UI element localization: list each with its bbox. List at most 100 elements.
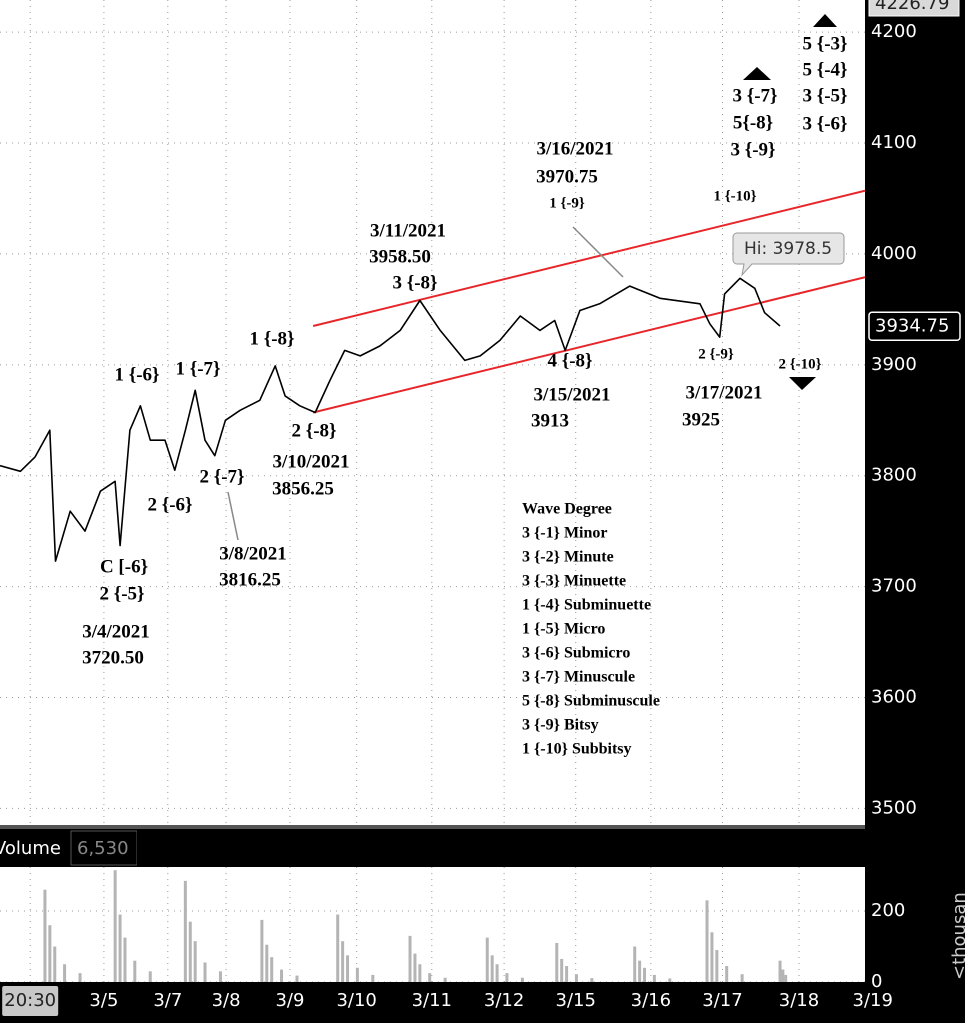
wave-label: 2 {-5} (99, 583, 144, 604)
legend-item: 3 {-3} Minuette (522, 573, 626, 590)
wave-label: C [-6} (100, 556, 148, 577)
y-tick-label: 0 (871, 971, 882, 992)
y-tick-label: 4200 (871, 21, 917, 42)
volume-bar (188, 921, 192, 982)
trendline (312, 276, 865, 414)
legend-item: 3 {-9} Bitsy (522, 717, 599, 734)
connector (227, 491, 239, 541)
volume-bar (183, 880, 187, 982)
volume-header (0, 829, 965, 867)
wave-label: 5 {-4} (802, 59, 847, 80)
x-tick-label: 3/5 (89, 990, 118, 1011)
y-tick-label: 4000 (871, 243, 917, 264)
wave-label: 3925 (682, 409, 720, 430)
legend-item: 3 {-7} Minuscule (522, 669, 635, 686)
wave-label: 2 {-8} (291, 420, 336, 441)
y-tick-label: 3900 (871, 354, 917, 375)
up-arrow (813, 14, 837, 27)
x-tick-label: 3/12 (484, 990, 524, 1011)
wave-label: 3913 (531, 410, 569, 431)
y-tick-label: 200 (871, 900, 905, 921)
x-tick-label: 3/17 (702, 990, 742, 1011)
volume-bar (590, 978, 594, 982)
volume-bar (371, 974, 375, 982)
volume-bar (346, 955, 350, 982)
volume-bar (408, 935, 412, 982)
wave-label: 3 {-9} (730, 139, 775, 160)
wave-label: 2 {-6} (147, 494, 192, 515)
x-tick-label: 3/9 (275, 990, 304, 1011)
volume-bar (652, 974, 656, 982)
y-tick-label: 4100 (871, 132, 917, 153)
up-arrow (743, 67, 771, 80)
hi-label: Hi: 3978.5 (744, 239, 832, 259)
wave-label: 4 {-8} (547, 350, 592, 371)
top-price-box (868, 0, 960, 17)
wave-label: 3/11/2021 (370, 220, 446, 241)
volume-bar (495, 964, 499, 982)
volume-bar (668, 978, 672, 982)
wave-label: 2 {-7} (199, 466, 244, 487)
wave-label: 3720.50 (82, 647, 144, 668)
volume-bar (148, 971, 152, 982)
volume-bar (638, 960, 642, 982)
price-pane (0, 0, 865, 825)
wave-label: 3 {-7} (732, 85, 777, 106)
volume-bar (555, 942, 559, 982)
wave-label: 3/17/2021 (685, 382, 762, 403)
price-axis-strip (865, 0, 965, 1023)
x-tick-label: 3/19 (853, 990, 893, 1011)
volume-bar (428, 973, 432, 982)
wave-label: 3/10/2021 (272, 451, 349, 472)
legend-item: 1 {-4} Subminuette (522, 597, 651, 614)
wave-label: 3 {-5} (802, 85, 847, 106)
wave-label: 2 {-9} (698, 346, 734, 362)
legend: Wave Degree 3 {-1} Minor 3 {-2} Minute 3 {… (522, 501, 660, 758)
wave-label: 3/8/2021 (219, 543, 287, 564)
volume-bar (118, 914, 122, 982)
x-tick-label: 3/11 (412, 990, 452, 1011)
volume-bar (43, 889, 47, 982)
volume-bar (265, 944, 269, 982)
volume-bar (560, 958, 564, 982)
down-arrow (789, 377, 816, 390)
x-tick-label: 20:30 (4, 990, 56, 1011)
volume-bar (715, 950, 719, 982)
wave-label: 3816.25 (219, 569, 281, 590)
volume-bar (784, 974, 788, 982)
volume-bar (336, 914, 340, 982)
volume-bar (133, 960, 137, 982)
x-tick-box (2, 986, 59, 1016)
legend-item: 3 {-6} Submicro (522, 645, 630, 662)
wave-label: 3/16/2021 (536, 138, 613, 159)
wave-label: 1 {-7} (175, 358, 220, 379)
volume-bar (260, 919, 264, 982)
volume-bar (413, 953, 417, 982)
volume-bar (418, 964, 422, 982)
legend-item: 3 {-1} Minor (522, 525, 607, 542)
volume-bar (355, 967, 359, 982)
volume-bar (123, 937, 127, 982)
volume-bar (520, 977, 524, 982)
volume-bar (48, 925, 52, 982)
x-tick-label: 3/8 (212, 990, 241, 1011)
volume-bar (193, 941, 197, 982)
volume-bar (490, 955, 494, 982)
volume-bar (740, 974, 744, 982)
volume-bar (78, 973, 82, 982)
x-tick-label: 3/7 (153, 990, 182, 1011)
x-tick-label: 3/15 (556, 990, 596, 1011)
volume-bar (778, 960, 782, 982)
volume-bar (53, 946, 57, 982)
wave-label: 1 {-8} (249, 328, 294, 349)
y-tick-label: 3800 (871, 465, 917, 486)
wave-label: 3 {-6} (802, 113, 847, 134)
volume-bar (63, 964, 67, 982)
hi-callout: Hi: 3978.5 (732, 232, 845, 277)
wave-label: 3/4/2021 (82, 621, 150, 642)
wave-label: 2 {-10} (778, 356, 821, 372)
last-price-box (868, 311, 961, 342)
trendline (312, 189, 865, 327)
